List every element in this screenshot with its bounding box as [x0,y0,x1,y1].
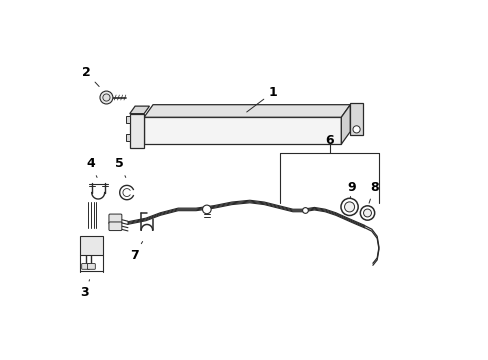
Polygon shape [144,105,349,117]
Bar [144,117,341,144]
FancyBboxPatch shape [87,264,95,269]
Circle shape [360,206,374,220]
Polygon shape [129,106,149,114]
FancyBboxPatch shape [109,222,122,230]
Bar [129,114,144,148]
Text: 9: 9 [347,181,356,198]
Circle shape [352,126,360,133]
Bar [126,116,130,123]
Text: 5: 5 [115,157,125,177]
Circle shape [202,205,211,214]
Circle shape [363,209,371,217]
Circle shape [302,208,308,213]
Circle shape [344,202,354,212]
Circle shape [100,91,113,104]
Polygon shape [341,105,349,144]
Bar [349,103,362,135]
Text: 2: 2 [81,66,99,86]
Text: 6: 6 [325,134,333,147]
Text: 4: 4 [86,157,97,177]
Text: 1: 1 [246,86,277,112]
Text: 3: 3 [81,280,89,300]
FancyBboxPatch shape [81,264,89,269]
Circle shape [102,94,110,101]
Text: 7: 7 [129,242,142,262]
Bar [80,235,102,255]
Circle shape [340,198,357,216]
FancyBboxPatch shape [109,214,122,224]
Text: 8: 8 [368,181,378,203]
Bar [126,134,130,140]
